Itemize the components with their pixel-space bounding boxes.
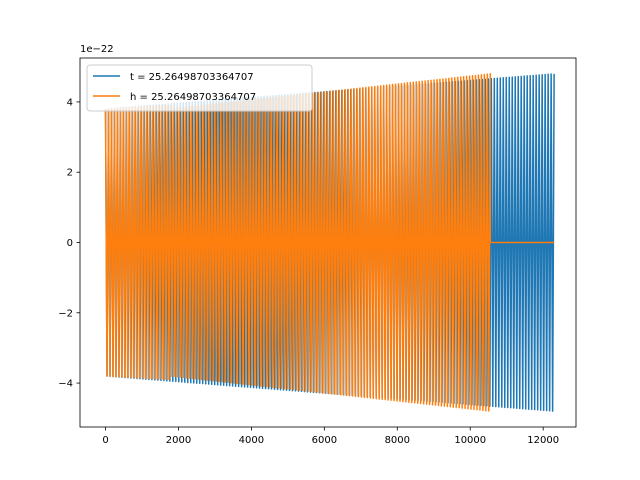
y-tick-label: −4: [58, 379, 73, 390]
legend-box: [86, 64, 313, 112]
legend: t = 25.26498703364707 h = 25.264987033647…: [86, 64, 313, 112]
y-tick-label: 4: [67, 97, 73, 108]
legend-label-2: h = 25.26498703364707: [130, 92, 256, 103]
y-tick-label: −2: [58, 308, 73, 319]
axes: 0 2000 4000 6000 8000 10000 12000 −4 −2 0 2 4: [58, 57, 577, 446]
y-offset-label: 1e−22: [80, 44, 114, 55]
x-tick-label: 12000: [527, 435, 559, 446]
x-tick-label: 4000: [239, 435, 264, 446]
series-line-2: [105, 73, 555, 412]
y-tick-label: 0: [67, 238, 73, 249]
x-tick-label: 10000: [454, 435, 486, 446]
x-tick-label: 6000: [312, 435, 337, 446]
y-tick-label: 2: [67, 168, 73, 179]
x-tick-label: 2000: [166, 435, 191, 446]
x-tick-label: 8000: [385, 435, 410, 446]
x-tick-label: 0: [102, 435, 108, 446]
legend-label-1: t = 25.26498703364707: [130, 72, 254, 83]
